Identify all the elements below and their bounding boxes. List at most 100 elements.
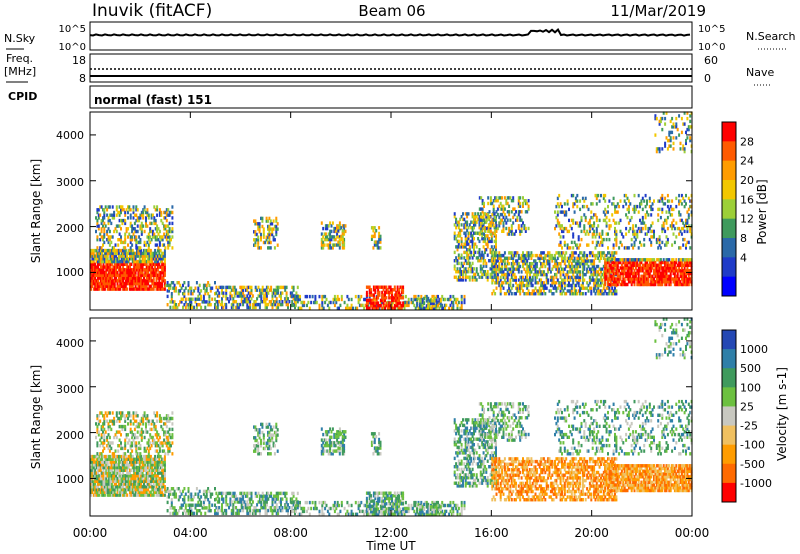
power-cell bbox=[120, 235, 122, 239]
power-cell bbox=[658, 147, 661, 151]
velocity-cell bbox=[102, 474, 105, 478]
power-cell bbox=[523, 283, 526, 288]
power-cell bbox=[556, 202, 559, 206]
power-cell bbox=[343, 232, 346, 236]
power-cell bbox=[115, 262, 118, 266]
power-cell bbox=[471, 228, 474, 233]
power-cell bbox=[644, 280, 647, 284]
power-cell bbox=[482, 270, 485, 274]
power-cell bbox=[133, 254, 136, 258]
power-colorbar-frame bbox=[721, 121, 737, 297]
power-cell bbox=[389, 301, 392, 305]
power-cell bbox=[686, 221, 689, 225]
velocity-cell bbox=[101, 471, 104, 475]
power-cell bbox=[148, 248, 151, 253]
power-cell bbox=[559, 226, 562, 231]
power-cell bbox=[602, 256, 605, 260]
power-cell bbox=[534, 259, 537, 263]
power-cell bbox=[584, 253, 587, 258]
power-cell bbox=[115, 259, 118, 264]
power-cell bbox=[630, 269, 633, 273]
power-cell bbox=[683, 277, 686, 281]
power-cell bbox=[159, 284, 162, 288]
power-cell bbox=[551, 283, 554, 288]
power-cell bbox=[608, 260, 611, 265]
power-cell bbox=[464, 220, 467, 224]
freq-right-tick-high: 60 bbox=[704, 54, 718, 67]
power-cell bbox=[584, 259, 587, 263]
power-cell bbox=[541, 292, 544, 296]
power-cell bbox=[644, 258, 647, 262]
power-cell bbox=[100, 229, 103, 234]
power-cell bbox=[593, 283, 596, 288]
power-cell bbox=[515, 259, 517, 263]
power-cell bbox=[308, 294, 311, 299]
power-cell bbox=[268, 238, 271, 242]
velocity-cell bbox=[94, 485, 97, 489]
power-cell bbox=[495, 220, 497, 224]
power-cell bbox=[130, 273, 133, 277]
power-cell bbox=[393, 298, 396, 303]
power-cell bbox=[558, 283, 561, 288]
velocity-cell bbox=[126, 482, 129, 486]
power-cell bbox=[378, 285, 381, 289]
power-cell bbox=[393, 293, 396, 297]
power-cell bbox=[140, 224, 143, 228]
power-cell bbox=[149, 265, 152, 269]
power-cell bbox=[101, 287, 104, 291]
velocity-cell bbox=[127, 482, 130, 486]
power-cell bbox=[471, 245, 474, 249]
power-cell bbox=[167, 235, 170, 239]
power-cell bbox=[256, 302, 259, 307]
power-cell bbox=[499, 278, 502, 282]
power-cell bbox=[622, 260, 625, 265]
power-cell bbox=[555, 275, 558, 280]
power-cell bbox=[665, 258, 668, 262]
power-cell bbox=[615, 251, 618, 255]
power-cell bbox=[593, 272, 596, 277]
power-cell bbox=[508, 262, 511, 266]
power-cell bbox=[360, 294, 363, 299]
power-cell bbox=[687, 269, 690, 273]
power-cell bbox=[158, 281, 161, 286]
power-cell bbox=[527, 283, 530, 288]
power-cell bbox=[572, 272, 575, 277]
power-cell bbox=[156, 238, 159, 242]
power-cell bbox=[460, 278, 463, 282]
power-cell bbox=[515, 292, 517, 296]
power-cell bbox=[506, 267, 509, 271]
power-cell bbox=[664, 144, 667, 148]
power-cell bbox=[130, 279, 133, 283]
power-cell bbox=[680, 258, 683, 262]
freq-right-tick-low: 0 bbox=[704, 72, 711, 85]
power-cell bbox=[456, 259, 459, 263]
power-cell bbox=[591, 224, 594, 228]
power-cell bbox=[515, 281, 517, 285]
power-cell bbox=[486, 239, 489, 244]
power-cell bbox=[594, 246, 597, 250]
power-cell bbox=[468, 231, 471, 235]
power-cell bbox=[522, 251, 524, 255]
power-cell bbox=[334, 237, 337, 242]
power-cell bbox=[249, 285, 252, 290]
power-cell bbox=[167, 229, 170, 234]
power-cell bbox=[156, 227, 159, 231]
power-cell bbox=[573, 289, 576, 293]
power-cell bbox=[561, 283, 563, 288]
power-cell bbox=[97, 284, 99, 288]
power-cell bbox=[650, 240, 653, 245]
power-cell bbox=[648, 269, 651, 273]
velocity-cell bbox=[95, 465, 98, 470]
power-cell bbox=[661, 196, 664, 201]
power-cell bbox=[243, 285, 246, 290]
power-cell bbox=[643, 277, 646, 281]
power-cell bbox=[113, 279, 116, 283]
power-cell bbox=[602, 251, 605, 255]
power-cell bbox=[278, 302, 281, 307]
velocity-cell bbox=[129, 474, 131, 478]
power-cell bbox=[373, 234, 376, 239]
power-cell bbox=[689, 138, 692, 143]
power-cell bbox=[97, 254, 99, 258]
power-cell bbox=[654, 266, 657, 270]
power-cell bbox=[337, 243, 340, 247]
